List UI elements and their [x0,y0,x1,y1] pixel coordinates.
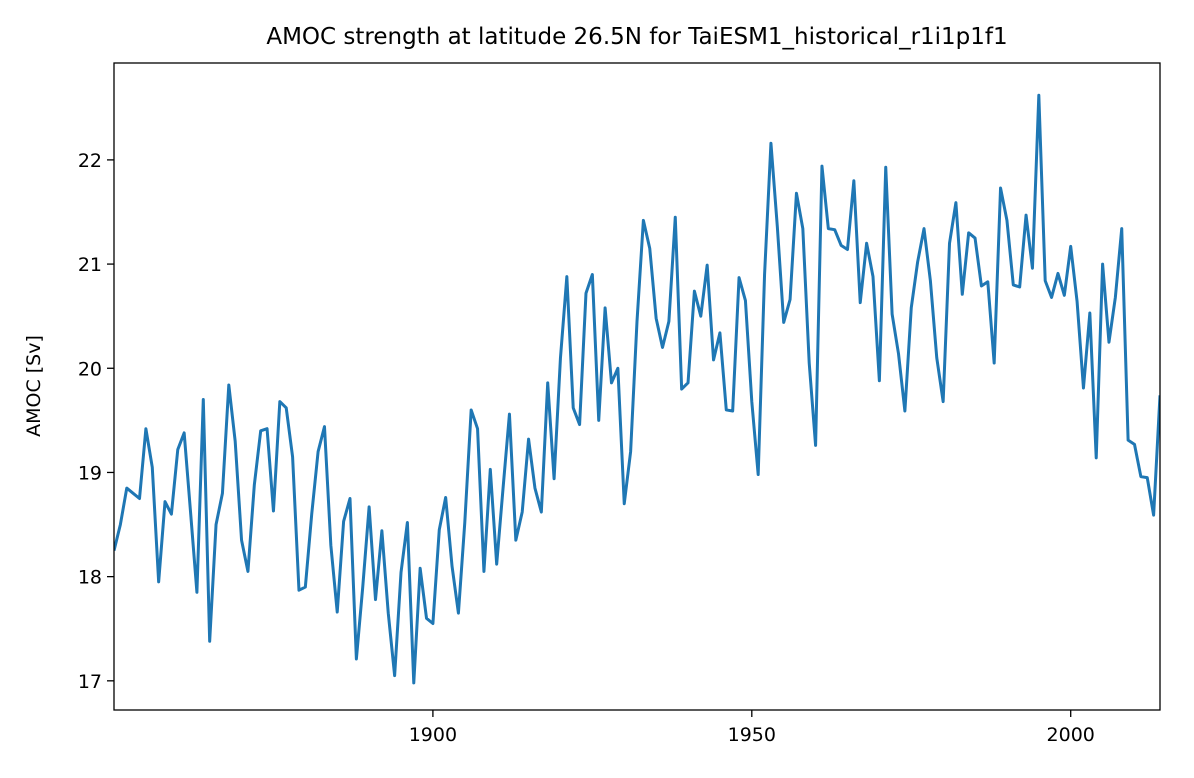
x-tick-label: 1950 [728,724,776,746]
y-tick-label: 20 [78,358,102,380]
x-axis: 1900 1950 2000 [409,710,1095,746]
x-tick-label: 1900 [409,724,457,746]
x-tick-label: 2000 [1047,724,1095,746]
y-axis-label: AMOC [Sv] [23,335,45,437]
y-tick-label: 22 [78,150,102,172]
series-line-0 [114,93,1160,685]
chart-title: AMOC strength at latitude 26.5N for TaiE… [266,24,1007,50]
data-layer [114,93,1160,685]
y-tick-label: 19 [78,462,102,484]
plot-area-frame [113,62,1161,711]
y-tick-label: 21 [78,254,102,276]
y-tick-label: 18 [78,567,102,589]
y-tick-label: 17 [78,671,102,693]
y-axis: 17 18 19 20 21 22 [78,150,114,693]
